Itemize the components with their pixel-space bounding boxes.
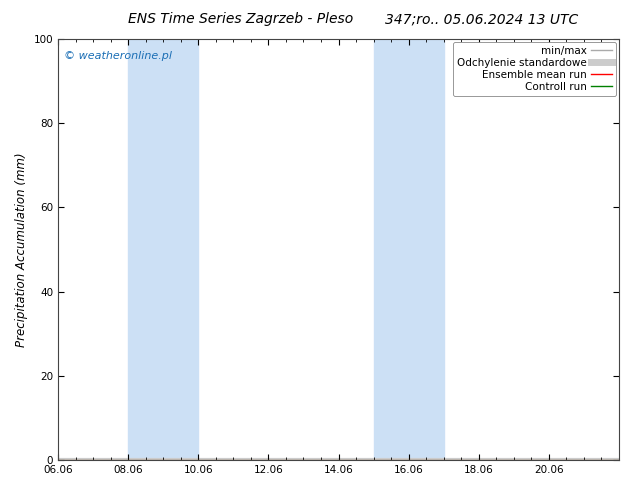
Text: © weatheronline.pl: © weatheronline.pl — [63, 51, 172, 61]
Bar — [373, 39, 444, 460]
Y-axis label: Precipitation Accumulation (mm): Precipitation Accumulation (mm) — [15, 152, 28, 347]
Text: ENS Time Series Zagrzeb - Pleso: ENS Time Series Zagrzeb - Pleso — [128, 12, 354, 26]
Legend: min/max, Odchylenie standardowe, Ensemble mean run, Controll run: min/max, Odchylenie standardowe, Ensembl… — [453, 42, 616, 97]
Bar — [128, 39, 198, 460]
Text: 347;ro.. 05.06.2024 13 UTC: 347;ro.. 05.06.2024 13 UTC — [385, 12, 578, 26]
